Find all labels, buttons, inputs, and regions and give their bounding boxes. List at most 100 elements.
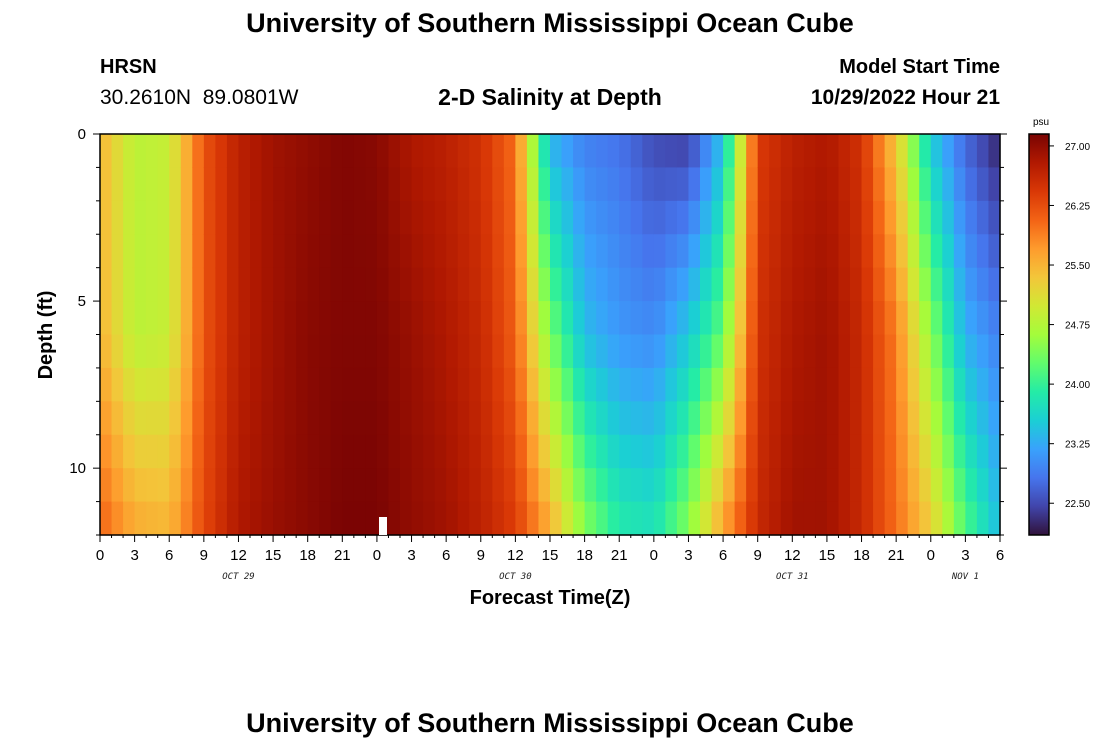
heatmap-cell xyxy=(780,401,793,436)
heatmap-cell xyxy=(469,200,482,235)
heatmap-cell xyxy=(653,434,666,469)
heatmap-cell xyxy=(988,234,1001,269)
heatmap-cell xyxy=(988,501,1001,536)
heatmap-cell xyxy=(250,301,263,336)
heatmap-cell xyxy=(850,234,863,269)
heatmap-cell xyxy=(411,200,424,235)
heatmap-cell xyxy=(676,434,690,469)
heatmap-cell xyxy=(526,468,540,503)
heatmap-cell xyxy=(457,501,470,536)
heatmap-cell xyxy=(584,234,597,269)
heatmap-cell xyxy=(838,468,851,503)
heatmap-cell xyxy=(538,501,551,536)
heatmap-cell xyxy=(700,501,713,536)
heatmap-cell xyxy=(446,234,459,269)
heatmap-cell xyxy=(942,200,955,235)
heatmap-cell xyxy=(619,134,632,169)
heatmap-cell xyxy=(526,267,540,302)
heatmap-cell xyxy=(446,501,459,536)
heatmap-cell xyxy=(180,200,193,235)
heatmap-cell xyxy=(388,401,401,436)
heatmap-cell xyxy=(434,401,447,436)
heatmap-cell xyxy=(850,200,863,235)
heatmap-cell xyxy=(884,167,897,202)
heatmap-cell xyxy=(250,167,263,202)
heatmap-cell xyxy=(330,134,343,169)
heatmap-cell xyxy=(376,401,390,436)
heatmap-cell xyxy=(273,367,286,402)
heatmap-cell xyxy=(976,501,990,536)
heatmap-cell xyxy=(100,501,113,536)
heatmap-cell xyxy=(388,301,401,336)
heatmap-cell xyxy=(896,334,909,369)
heatmap-cell xyxy=(376,200,390,235)
heatmap-cell xyxy=(146,134,159,169)
heatmap-cell xyxy=(492,401,505,436)
heatmap-cell xyxy=(573,434,586,469)
heatmap-cell xyxy=(446,200,459,235)
heatmap-cell xyxy=(688,167,701,202)
heatmap-cell xyxy=(111,367,124,402)
heatmap-cell xyxy=(503,200,516,235)
heatmap-cell xyxy=(469,234,482,269)
heatmap-cell xyxy=(757,434,770,469)
heatmap-cell xyxy=(665,434,678,469)
heatmap-cell xyxy=(469,134,482,169)
heatmap-cell xyxy=(215,434,228,469)
heatmap-cell xyxy=(919,501,932,536)
heatmap-cell xyxy=(111,301,124,336)
heatmap-cell xyxy=(296,200,309,235)
heatmap-cell xyxy=(700,401,713,436)
x-date-label: OCT 29 xyxy=(222,572,255,582)
heatmap-cell xyxy=(100,401,113,436)
heatmap-cell xyxy=(342,401,355,436)
heatmap-cell xyxy=(307,401,320,436)
heatmap-cell xyxy=(111,334,124,369)
heatmap-cell xyxy=(238,401,251,436)
heatmap-cell xyxy=(434,200,447,235)
heatmap-cell xyxy=(388,367,401,402)
heatmap-cell xyxy=(607,200,620,235)
heatmap-cell xyxy=(826,334,840,369)
heatmap-cell xyxy=(630,367,643,402)
heatmap-cell xyxy=(134,434,147,469)
heatmap-cell xyxy=(480,468,493,503)
heatmap-cell xyxy=(896,267,909,302)
heatmap-cell xyxy=(492,267,505,302)
heatmap-cell xyxy=(653,301,666,336)
heatmap-cell xyxy=(180,134,193,169)
heatmap-cell xyxy=(573,301,586,336)
heatmap-cell xyxy=(873,267,886,302)
heatmap-cell xyxy=(400,267,413,302)
heatmap-cell xyxy=(746,434,759,469)
heatmap-cell xyxy=(803,434,816,469)
page-title: University of Southern Mississippi Ocean… xyxy=(246,8,854,38)
heatmap-cell xyxy=(261,267,274,302)
heatmap-cell xyxy=(353,134,366,169)
heatmap-cell xyxy=(261,501,274,536)
heatmap-cell xyxy=(826,301,840,336)
heatmap-cell xyxy=(526,200,540,235)
heatmap-cell xyxy=(630,468,643,503)
heatmap-cell xyxy=(550,334,563,369)
heatmap-cell xyxy=(526,301,540,336)
heatmap-cell xyxy=(492,200,505,235)
heatmap-cell xyxy=(273,234,286,269)
heatmap-cell xyxy=(146,468,159,503)
heatmap-cell xyxy=(873,334,886,369)
heatmap-cell xyxy=(515,200,528,235)
x-tick-label: 3 xyxy=(130,547,138,564)
heatmap-cell xyxy=(226,167,240,202)
heatmap-cell xyxy=(376,334,390,369)
heatmap-cell xyxy=(296,301,309,336)
heatmap-cell xyxy=(930,434,943,469)
heatmap-cell xyxy=(180,501,193,536)
heatmap-cell xyxy=(457,234,470,269)
heatmap-cell xyxy=(273,334,286,369)
heatmap-cell xyxy=(838,301,851,336)
heatmap-cell xyxy=(226,267,240,302)
heatmap-cell xyxy=(884,434,897,469)
heatmap-cell xyxy=(688,367,701,402)
heatmap-cell xyxy=(723,401,736,436)
current-time-marker xyxy=(379,517,387,535)
